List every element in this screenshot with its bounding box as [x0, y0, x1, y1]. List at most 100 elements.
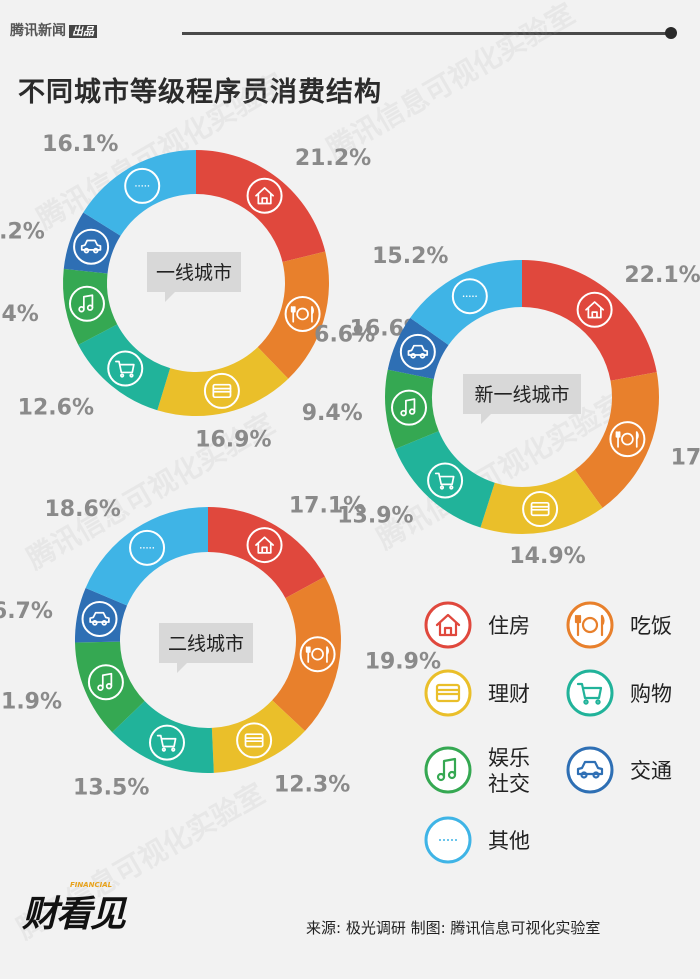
- donut-slice: [387, 317, 449, 380]
- pct-label: 17.1%: [289, 493, 365, 518]
- legend-label: 理财: [488, 682, 530, 706]
- slice-icon-ring: [284, 295, 321, 332]
- slice-icon-ring: [73, 228, 110, 265]
- slice-icon-ring: [522, 491, 559, 528]
- slice-icon-ring: [68, 285, 105, 322]
- donut-slice: [480, 469, 603, 534]
- legend-label: 吃饭: [630, 614, 672, 638]
- pct-label: 12.6%: [18, 395, 94, 420]
- car-icon: [576, 760, 604, 779]
- slice-icon-ring: [107, 350, 144, 387]
- pct-label: 16.1%: [42, 132, 118, 157]
- legend-item: 交通: [566, 746, 672, 794]
- legend-swatch: [424, 601, 472, 649]
- house-icon: [255, 536, 274, 554]
- legend-swatch: [566, 601, 614, 649]
- city-label-bubble: [147, 252, 241, 302]
- pct-label: 19.9%: [365, 649, 441, 674]
- city-label: 二线城市: [168, 633, 244, 655]
- source-credit: 来源: 极光调研 制图: 腾讯信息可视化实验室: [306, 919, 601, 937]
- brand-badge: 出品: [69, 25, 97, 38]
- donut-slice: [75, 641, 145, 733]
- cart-icon: [434, 472, 455, 490]
- brand-logo: 腾讯新闻 出品: [10, 20, 97, 40]
- slice-icon-ring: [299, 636, 336, 673]
- slice-icon-ring: [576, 291, 613, 328]
- footer-logo: 财看见 FINANCIAL: [22, 881, 126, 937]
- slice-icon-ring: [246, 527, 283, 564]
- pct-label: 21.2%: [295, 146, 371, 171]
- donut-chart: 21.2%16.6%16.9%12.6%9.4%7.2%16.1%一线城市: [0, 132, 426, 453]
- music-icon: [436, 757, 457, 782]
- legend-item: 其他: [424, 816, 530, 864]
- music-icon: [97, 672, 113, 691]
- card-icon: [435, 683, 461, 703]
- car-icon: [89, 611, 110, 626]
- legend-item: 住房: [424, 601, 530, 649]
- slice-icon-ring: [246, 177, 283, 214]
- plate-icon: [574, 614, 605, 637]
- music-icon: [400, 398, 416, 417]
- donut-slice: [112, 701, 214, 773]
- pct-label: 18.6%: [45, 497, 121, 522]
- city-label-bubble: [159, 623, 253, 673]
- slice-icon-ring: [129, 529, 166, 566]
- house-icon: [435, 613, 461, 637]
- pct-label: 11.9%: [0, 689, 62, 714]
- pct-label: 22.1%: [624, 263, 700, 288]
- donut-slice: [196, 150, 326, 262]
- legend-swatch: [566, 669, 614, 717]
- donut-slice: [395, 431, 495, 528]
- slice-icon-ring: [391, 389, 428, 426]
- pct-label: 15.2%: [372, 244, 448, 269]
- city-label: 一线城市: [156, 262, 232, 284]
- cart-icon: [156, 734, 177, 752]
- legend-label: 其他: [488, 829, 530, 853]
- pct-label: 7.2%: [0, 220, 45, 245]
- plate-icon: [290, 306, 314, 323]
- car-icon: [80, 239, 102, 254]
- plate-icon: [615, 431, 639, 448]
- pct-label: 17.9%: [671, 445, 700, 470]
- pct-label: 6.7%: [0, 599, 53, 624]
- dots-icon: [135, 185, 150, 187]
- slice-icon-ring: [609, 421, 646, 458]
- card-icon: [244, 733, 264, 748]
- slice-icon-ring: [148, 724, 185, 761]
- slice-icon-ring: [203, 372, 240, 409]
- header-rule-dot: [665, 27, 677, 39]
- legend-label: 交通: [630, 759, 672, 783]
- car-icon: [407, 344, 429, 359]
- legend-label: 娱乐: [488, 746, 530, 770]
- pct-label: 13.9%: [337, 504, 413, 529]
- donut-chart: 17.1% 19.9% 12.3% 13.5% 11.9% 6.7% 18.6% 二线城市: [0, 493, 441, 800]
- slice-icon-ring: [451, 278, 488, 315]
- legend-swatch: [566, 746, 614, 794]
- dots-icon: [439, 839, 457, 841]
- legend-label: 社交: [488, 772, 530, 796]
- music-icon: [78, 294, 94, 313]
- donut-slice: [410, 260, 522, 346]
- city-label: 新一线城市: [474, 384, 569, 406]
- slice-icon-ring: [399, 333, 436, 370]
- cart-icon: [576, 682, 603, 705]
- donut-slice: [272, 576, 341, 732]
- page-title: 不同城市等级程序员消费结构: [18, 77, 382, 108]
- card-icon: [530, 501, 550, 517]
- cart-icon: [115, 360, 135, 378]
- dots-icon: [462, 295, 477, 297]
- slice-icon-ring: [124, 167, 161, 204]
- footer-logo-text: 财看见: [22, 894, 126, 935]
- legend-item: 理财: [424, 669, 530, 717]
- brand-name: 腾讯新闻: [10, 23, 66, 39]
- header-rule: [182, 32, 670, 35]
- legend-swatch: [424, 746, 472, 794]
- house-icon: [255, 187, 275, 205]
- card-icon: [212, 383, 232, 399]
- dots-icon: [140, 547, 155, 549]
- donut-slice: [574, 372, 659, 508]
- slice-icon-ring: [236, 722, 273, 759]
- legend-label: 购物: [630, 682, 672, 706]
